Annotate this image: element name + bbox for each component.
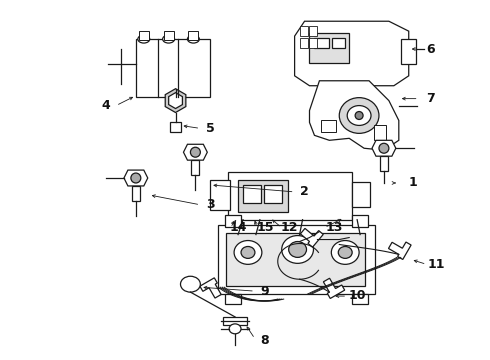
Ellipse shape (229, 324, 241, 334)
Ellipse shape (191, 147, 200, 157)
Bar (223, 317, 247, 325)
Ellipse shape (180, 276, 200, 292)
Ellipse shape (331, 240, 359, 264)
Bar (210, 180, 230, 210)
Bar (228, 172, 352, 220)
Text: 10: 10 (348, 289, 366, 302)
Ellipse shape (355, 112, 363, 120)
Polygon shape (165, 89, 186, 113)
Ellipse shape (339, 98, 379, 133)
Bar (243, 185, 261, 203)
Ellipse shape (138, 35, 150, 43)
Bar (310, 38, 318, 48)
Text: 11: 11 (428, 258, 445, 271)
Bar (132, 186, 140, 201)
Polygon shape (169, 93, 182, 109)
Bar (170, 122, 181, 132)
Ellipse shape (347, 105, 371, 125)
Bar (310, 33, 349, 63)
Bar (315, 38, 329, 48)
Polygon shape (310, 81, 399, 150)
Text: 9: 9 (261, 285, 269, 298)
Bar (299, 38, 308, 48)
Polygon shape (389, 242, 411, 260)
Bar (310, 26, 318, 36)
Polygon shape (372, 140, 396, 156)
Polygon shape (183, 144, 207, 160)
Bar (225, 294, 241, 304)
Bar (164, 31, 173, 40)
Text: 2: 2 (300, 185, 309, 198)
Bar (352, 215, 368, 227)
Bar (238, 180, 288, 212)
Bar (374, 125, 386, 140)
Bar (225, 215, 241, 227)
Bar (299, 26, 308, 36)
Bar (226, 233, 365, 286)
Ellipse shape (241, 247, 255, 258)
Ellipse shape (188, 35, 199, 43)
Polygon shape (124, 170, 148, 186)
Polygon shape (323, 278, 344, 298)
Bar (380, 156, 388, 171)
Bar (139, 31, 149, 40)
Bar (218, 225, 375, 294)
Text: 3: 3 (206, 198, 215, 211)
Text: 6: 6 (426, 42, 435, 55)
Bar (332, 38, 345, 48)
Bar (321, 121, 336, 132)
Bar (401, 39, 416, 64)
Text: 13: 13 (326, 221, 343, 234)
Bar (264, 185, 282, 203)
Ellipse shape (289, 242, 307, 257)
Text: 14: 14 (229, 221, 247, 234)
Bar (352, 294, 368, 304)
Ellipse shape (234, 240, 262, 264)
Text: 8: 8 (261, 334, 269, 347)
Text: 1: 1 (408, 176, 417, 189)
Polygon shape (294, 21, 409, 86)
Ellipse shape (338, 247, 352, 258)
Bar (192, 160, 199, 175)
Ellipse shape (163, 35, 174, 43)
Polygon shape (300, 228, 323, 247)
Ellipse shape (131, 173, 141, 183)
Bar (189, 31, 198, 40)
Text: 12: 12 (281, 221, 298, 234)
Polygon shape (200, 278, 221, 298)
Bar (136, 39, 210, 96)
Text: 7: 7 (426, 92, 435, 105)
Text: 15: 15 (256, 221, 273, 234)
Ellipse shape (379, 143, 389, 153)
Text: 5: 5 (206, 122, 215, 135)
Ellipse shape (282, 235, 314, 264)
Text: 4: 4 (102, 99, 110, 112)
Bar (352, 182, 370, 207)
